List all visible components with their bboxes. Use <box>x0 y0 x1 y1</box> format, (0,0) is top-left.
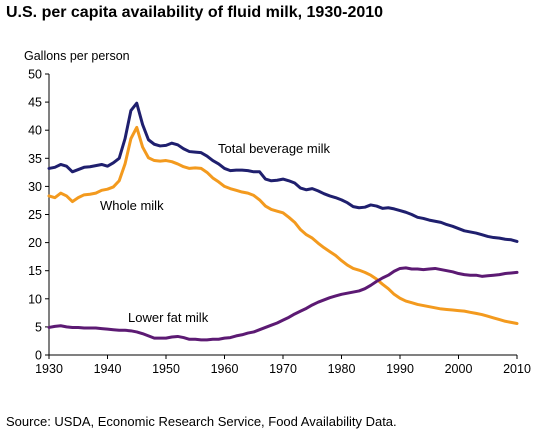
series-lines <box>49 103 517 340</box>
x-tick-label: 2000 <box>445 362 473 376</box>
x-tick-label: 1960 <box>211 362 239 376</box>
x-tick-label: 1930 <box>35 362 63 376</box>
y-tick-label: 30 <box>28 180 42 194</box>
y-tick-label: 25 <box>28 208 42 222</box>
y-tick-label: 20 <box>28 236 42 250</box>
y-tick-label: 0 <box>35 349 42 363</box>
x-tick-label: 1970 <box>269 362 297 376</box>
y-tick-label: 40 <box>28 124 42 138</box>
y-tick-label: 5 <box>35 320 42 334</box>
series-line-total-beverage-milk <box>49 103 517 241</box>
series-label-whole-milk: Whole milk <box>100 198 164 213</box>
source-note: Source: USDA, Economic Research Service,… <box>6 414 397 429</box>
series-line-lower-fat-milk <box>49 268 517 340</box>
y-tick-label: 50 <box>28 68 42 82</box>
x-tick-label: 2010 <box>503 362 531 376</box>
y-tick-label: 35 <box>28 152 42 166</box>
x-tick-label: 1940 <box>94 362 122 376</box>
x-tick-label: 1950 <box>152 362 180 376</box>
y-tick-label: 10 <box>28 292 42 306</box>
x-tick-label: 1980 <box>328 362 356 376</box>
y-axis-label: Gallons per person <box>24 49 130 63</box>
y-tick-label: 15 <box>28 264 42 278</box>
series-label-total-beverage-milk: Total beverage milk <box>218 141 330 156</box>
series-label-lower-fat-milk: Lower fat milk <box>128 310 209 325</box>
y-tick-label: 45 <box>28 96 42 110</box>
x-tick-label: 1990 <box>386 362 414 376</box>
